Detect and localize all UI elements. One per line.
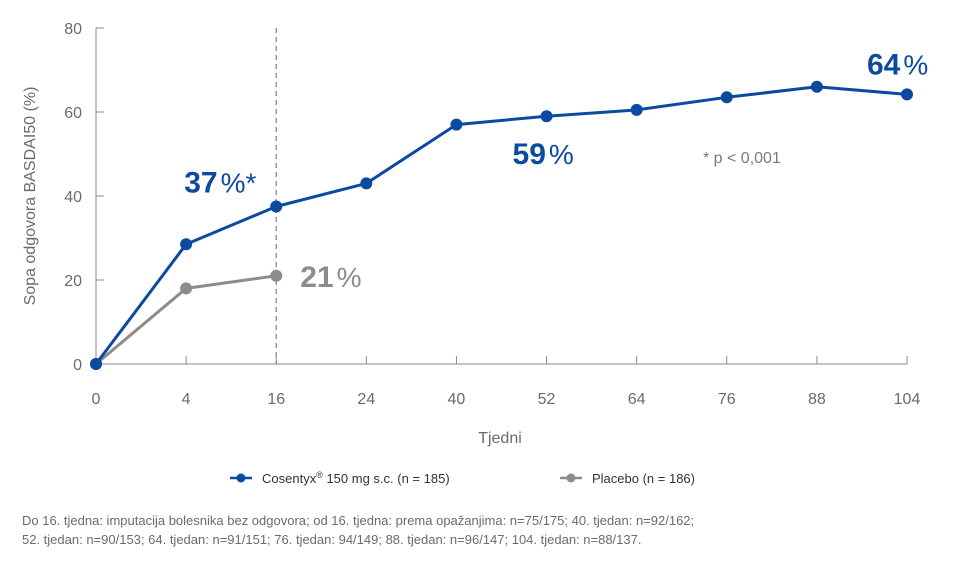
- legend-swatch-marker: [566, 473, 576, 483]
- annotation-layer: 37 %*21 %59 %64%: [184, 48, 928, 293]
- y-tick-label: 20: [64, 273, 82, 290]
- data-label-value: 59: [513, 138, 546, 171]
- x-axis: 0 4 16 24 40 52 64 76 88 104: [92, 356, 921, 408]
- x-tick-label: 52: [538, 391, 556, 408]
- y-tick-label: 0: [73, 357, 82, 374]
- legend-label: Placebo (n = 186): [592, 471, 695, 486]
- x-tick-label: 40: [448, 391, 466, 408]
- significance-note: * p < 0,001: [703, 150, 781, 167]
- legend: Cosentyx® 150 mg s.c. (n = 185) Placebo (…: [230, 470, 695, 486]
- data-label-value: 21: [300, 261, 333, 294]
- data-label: 21%: [300, 261, 361, 294]
- data-label-percent: %: [903, 49, 928, 80]
- data-label-percent: %: [337, 262, 362, 293]
- x-tick-label: 16: [267, 391, 285, 408]
- x-tick-label: 104: [894, 391, 921, 408]
- footnote-line-2: 52. tjedan: n=90/153; 64. tjedan: n=91/1…: [22, 532, 642, 547]
- footnote: Do 16. tjedna: imputacija bolesnika bez …: [22, 511, 922, 549]
- y-axis-label: Sopa odgovora BASDAI50 (%): [22, 87, 39, 306]
- y-tick-label: 40: [64, 189, 82, 206]
- legend-label: Cosentyx® 150 mg s.c. (n = 185): [262, 470, 450, 486]
- data-label-value: 64: [867, 48, 901, 81]
- x-tick-label: 4: [182, 391, 191, 408]
- data-label-percent: %: [221, 168, 246, 199]
- x-tick-label: 64: [628, 391, 646, 408]
- series-0-point: [901, 88, 913, 101]
- series-1-point: [180, 282, 193, 295]
- series-1-point: [270, 269, 283, 282]
- x-tick-label: 0: [92, 391, 101, 408]
- series-0-point: [810, 80, 823, 93]
- x-tick-label: 76: [718, 391, 736, 408]
- series-0-point: [720, 91, 733, 104]
- data-label: 37 %*: [184, 167, 256, 200]
- data-label-value: 37: [184, 167, 217, 200]
- series-layer: [90, 80, 913, 370]
- series-0-point: [180, 238, 193, 251]
- x-axis-label: Tjedni: [478, 430, 522, 447]
- y-tick-label: 80: [64, 21, 82, 38]
- x-tick-label: 24: [357, 391, 375, 408]
- data-label-suffix: *: [246, 168, 257, 199]
- series-0-point: [540, 110, 553, 123]
- series-0-point: [270, 200, 283, 213]
- data-label: 59%: [513, 138, 574, 171]
- data-label-percent: %: [549, 139, 574, 170]
- series-0-point: [450, 118, 463, 131]
- series-0-point: [90, 358, 102, 370]
- data-label: 64%: [867, 48, 928, 81]
- series-0-point: [360, 177, 373, 190]
- legend-swatch-marker: [236, 473, 246, 483]
- series-0-line: [94, 85, 908, 365]
- y-axis: 0 20 40 60 80: [64, 21, 104, 374]
- y-tick-label: 60: [64, 105, 82, 122]
- x-tick-label: 88: [808, 391, 826, 408]
- footnote-line-1: Do 16. tjedna: imputacija bolesnika bez …: [22, 513, 695, 528]
- series-0-point: [630, 103, 643, 116]
